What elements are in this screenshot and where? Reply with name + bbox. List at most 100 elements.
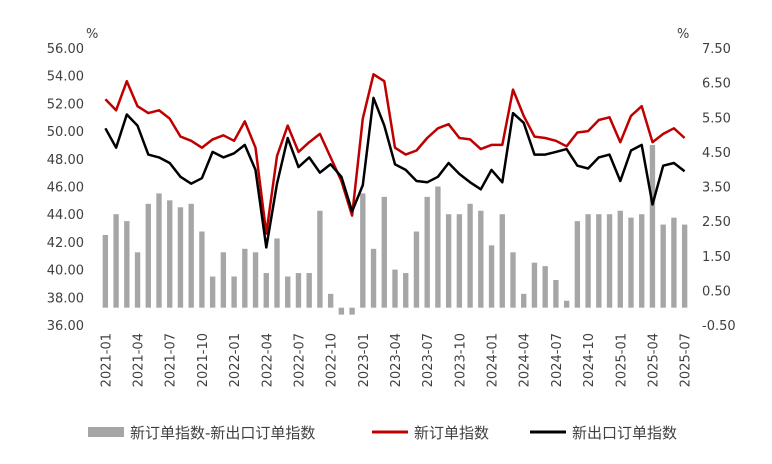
x-tick-label: 2025-04 [646,333,661,387]
bar [349,307,355,315]
left-tick-label: 50.00 [47,125,84,140]
left-tick-label: 40.00 [47,264,84,279]
x-tick-label: 2025-07 [679,333,694,387]
right-tick-label: 0.50 [702,284,731,299]
bar [252,252,259,308]
left-tick-label: 44.00 [47,208,84,223]
bar [156,193,162,308]
bar [370,248,377,308]
right-axis: 7.50 6.50 5.50 4.50 3.50 2.50 1.50 0.50 -0.50 [702,42,736,334]
bar [274,238,280,308]
bar [317,210,323,308]
right-tick-label: 1.50 [702,250,731,265]
bar [649,144,656,308]
bar [424,196,430,308]
bar [360,193,366,308]
legend-swatch [88,427,124,437]
bar [521,293,527,308]
x-tick-label: 2022-04 [260,333,275,387]
bar [327,293,334,308]
bar [499,214,505,308]
bar [113,214,119,308]
x-tick-label: 2024-07 [550,333,565,387]
bar [134,252,141,308]
bar [574,221,581,308]
bar [242,248,248,308]
bar [596,214,602,308]
legend: 新订单指数-新出口订单指数 新订单指数 新出口订单指数 [88,424,677,442]
legend-label: 新出口订单指数 [572,424,677,442]
x-tick-label: 2021-07 [164,333,179,387]
x-axis: 2021-01 2021-04 2021-07 2021-10 2022-01 2022-… [99,333,693,387]
right-tick-label: 3.50 [702,181,731,196]
bar [263,273,269,308]
bar [456,214,463,308]
bar [413,231,420,308]
right-tick-label: 2.50 [702,215,731,230]
left-tick-label: 36.00 [47,319,84,334]
x-tick-label: 2021-10 [196,333,211,387]
bar [285,276,291,308]
bar [478,210,484,308]
bar [681,224,688,308]
bar [403,273,409,308]
left-tick-label: 48.00 [47,153,84,168]
x-tick-label: 2022-01 [228,333,243,387]
bar [617,210,623,308]
bar [188,203,194,308]
left-axis: 56.00 54.00 52.00 50.00 48.00 46.00 44.00 42.00… [47,42,84,334]
right-tick-label: -0.50 [702,319,736,334]
x-tick-label: 2023-07 [421,333,436,387]
bar [295,273,302,308]
x-tick-label: 2022-07 [292,333,307,387]
bar [124,221,130,308]
bar [338,307,345,315]
bar-series [102,144,688,315]
x-tick-label: 2025-01 [614,333,629,387]
bar [231,276,237,308]
x-tick-label: 2021-04 [132,333,147,387]
left-tick-label: 42.00 [47,236,84,251]
legend-label: 新订单指数-新出口订单指数 [130,424,315,442]
x-tick-label: 2024-04 [518,333,533,387]
bar [563,300,570,308]
bar [660,224,666,308]
bar [177,207,184,308]
bar [553,279,559,308]
left-tick-label: 52.00 [47,97,84,112]
x-tick-label: 2023-04 [389,333,404,387]
bar [209,276,216,308]
bar [639,214,645,308]
left-unit-label: % [86,27,98,42]
x-tick-label: 2022-10 [325,333,340,387]
bar [585,214,591,308]
bar [542,266,548,308]
bar [167,200,173,308]
bar [488,245,495,308]
x-tick-label: 2023-10 [453,333,468,387]
right-unit-label: % [677,27,689,42]
bar [531,262,538,308]
x-tick-label: 2024-10 [582,333,597,387]
legend-label: 新订单指数 [414,424,489,442]
bar [220,252,227,308]
left-tick-label: 56.00 [47,42,84,57]
line-series [104,73,686,249]
series-line [104,96,686,249]
bar [145,203,151,308]
bar [381,196,387,308]
x-tick-label: 2023-01 [357,333,372,387]
right-tick-label: 6.50 [702,77,731,92]
bar [445,214,452,308]
bar [435,186,441,308]
bar [671,217,677,308]
bar [306,273,312,308]
left-tick-label: 38.00 [47,291,84,306]
left-tick-label: 46.00 [47,181,84,196]
bar [392,269,398,308]
bar [606,214,613,308]
series-line [104,73,686,235]
right-tick-label: 7.50 [702,42,731,57]
